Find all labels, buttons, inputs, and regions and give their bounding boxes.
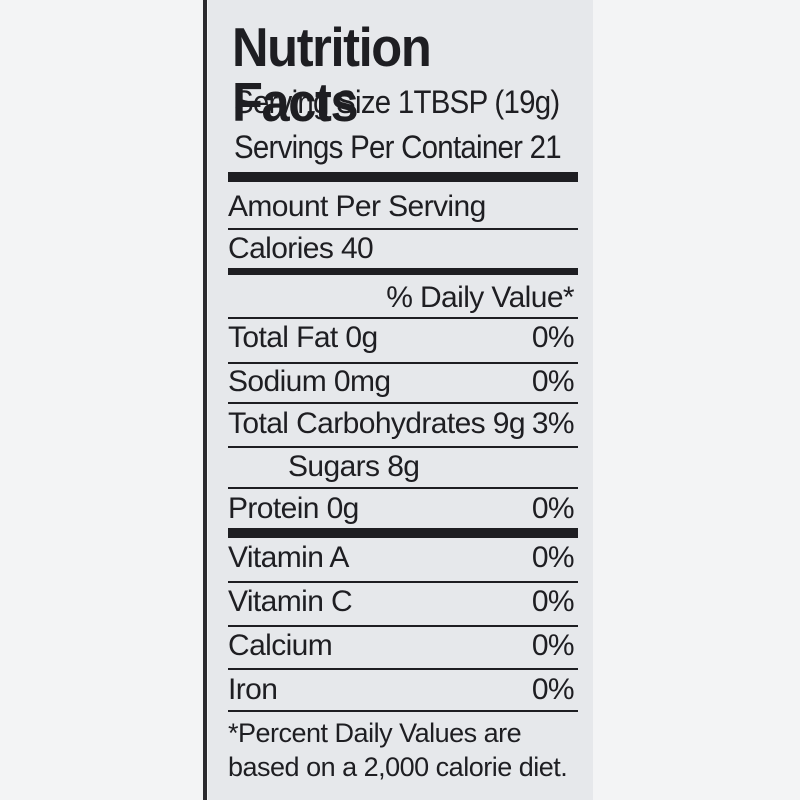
daily-value-header-row: % Daily Value*	[228, 283, 574, 313]
nutrient-dv: 0%	[531, 321, 575, 354]
vitamin-row-iron: Iron 0%	[228, 673, 575, 706]
divider	[228, 362, 578, 364]
amount-per-serving-row: Amount Per Serving	[228, 192, 574, 222]
divider	[228, 446, 578, 448]
nutrient-row-protein: Protein 0g 0%	[228, 492, 575, 525]
daily-value-header: % Daily Value*	[386, 281, 574, 314]
servings-per-container: Servings Per Container 21	[234, 129, 562, 165]
divider	[228, 487, 578, 489]
footnote: *Percent Daily Values are based on a 2,0…	[228, 718, 568, 782]
divider	[228, 668, 578, 670]
nutrient-dv: 3%	[531, 407, 575, 440]
serving-size: Serving Size 1TBSP (19g)	[234, 84, 560, 120]
thick-divider	[228, 528, 578, 538]
nutrient-name: Sodium 0mg	[228, 365, 391, 398]
nutrient-row-total-fat: Total Fat 0g 0%	[228, 321, 575, 354]
vitamin-row-c: Vitamin C 0%	[228, 585, 575, 618]
divider	[228, 402, 578, 404]
divider	[228, 317, 578, 319]
thick-divider	[228, 172, 578, 182]
medium-divider	[228, 268, 578, 275]
label-title: Nutrition Facts	[232, 16, 432, 133]
nutrient-name: Protein 0g	[228, 492, 359, 525]
calories-label: Calories 40	[228, 232, 374, 265]
nutrient-row-total-carbohydrates: Total Carbohydrates 9g 3%	[228, 407, 575, 440]
nutrition-label	[208, 0, 593, 800]
nutrient-row-sodium: Sodium 0mg 0%	[228, 365, 575, 398]
divider	[228, 228, 578, 230]
nutrient-row-sugars: Sugars 8g	[228, 452, 574, 482]
vitamin-row-a: Vitamin A 0%	[228, 541, 575, 574]
divider	[228, 581, 578, 583]
vitamin-dv: 0%	[531, 541, 575, 574]
nutrient-name: Total Carbohydrates 9g	[228, 407, 526, 440]
vitamin-name: Calcium	[228, 629, 333, 662]
label-left-border	[203, 0, 207, 800]
nutrient-name: Total Fat 0g	[228, 321, 378, 354]
vitamin-name: Vitamin C	[228, 585, 353, 618]
nutrient-name: Sugars 8g	[288, 450, 420, 483]
vitamin-dv: 0%	[531, 585, 575, 618]
vitamin-name: Iron	[228, 673, 278, 706]
vitamin-dv: 0%	[531, 673, 575, 706]
nutrient-dv: 0%	[531, 492, 575, 525]
amount-per-serving-label: Amount Per Serving	[228, 190, 486, 223]
vitamin-row-calcium: Calcium 0%	[228, 629, 575, 662]
vitamin-name: Vitamin A	[228, 541, 349, 574]
nutrient-dv: 0%	[531, 365, 575, 398]
divider	[228, 625, 578, 627]
divider	[228, 710, 578, 712]
calories-row: Calories 40	[228, 234, 574, 264]
vitamin-dv: 0%	[531, 629, 575, 662]
